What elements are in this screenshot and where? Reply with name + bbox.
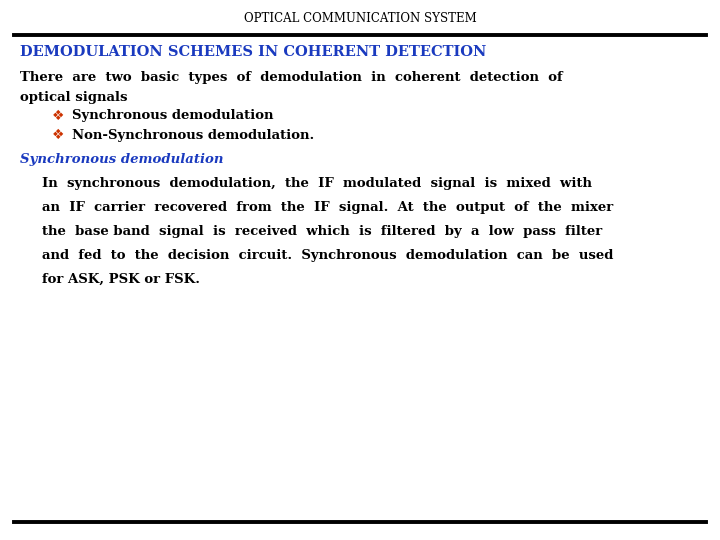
Text: an  IF  carrier  recovered  from  the  IF  signal.  At  the  output  of  the  mi: an IF carrier recovered from the IF sign… (42, 200, 613, 213)
Text: Non-Synchronous demodulation.: Non-Synchronous demodulation. (72, 129, 314, 141)
Text: DEMODULATION SCHEMES IN COHERENT DETECTION: DEMODULATION SCHEMES IN COHERENT DETECTI… (20, 45, 487, 59)
Text: There  are  two  basic  types  of  demodulation  in  coherent  detection  of: There are two basic types of demodulatio… (20, 71, 562, 84)
Text: and  fed  to  the  decision  circuit.  Synchronous  demodulation  can  be  used: and fed to the decision circuit. Synchro… (42, 248, 613, 261)
Text: Synchronous demodulation: Synchronous demodulation (20, 153, 223, 166)
Text: ❖: ❖ (52, 109, 64, 123)
Text: for ASK, PSK or FSK.: for ASK, PSK or FSK. (42, 273, 200, 286)
Text: the  base band  signal  is  received  which  is  filtered  by  a  low  pass  fil: the base band signal is received which i… (42, 225, 602, 238)
Text: ❖: ❖ (52, 128, 64, 142)
Text: optical signals: optical signals (20, 91, 127, 104)
Text: In  synchronous  demodulation,  the  IF  modulated  signal  is  mixed  with: In synchronous demodulation, the IF modu… (42, 177, 592, 190)
Text: OPTICAL COMMUNICATION SYSTEM: OPTICAL COMMUNICATION SYSTEM (243, 12, 477, 25)
Text: Synchronous demodulation: Synchronous demodulation (72, 110, 274, 123)
